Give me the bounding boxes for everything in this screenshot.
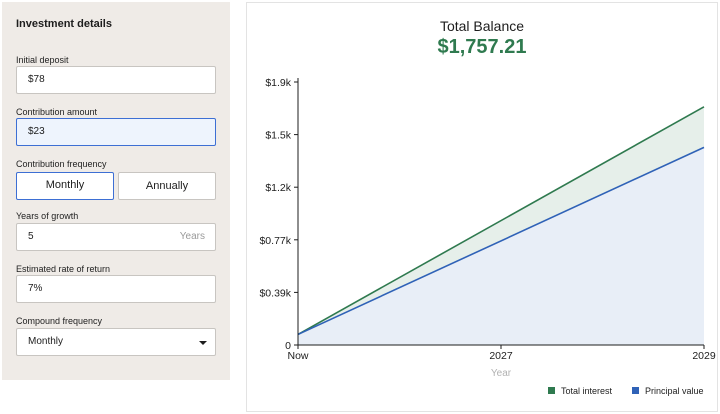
x-axis-label: Year [491, 368, 512, 379]
initial-deposit-value: $78 [28, 74, 45, 85]
x-tick-label: 2027 [489, 350, 513, 362]
x-tick-label: 2029 [692, 350, 716, 362]
initial-deposit-label: Initial deposit [16, 55, 69, 65]
rate-of-return-label: Estimated rate of return [16, 264, 111, 274]
years-of-growth-value: 5 [28, 231, 34, 242]
rate-of-return-input[interactable]: 7% [16, 275, 216, 303]
y-tick-label: $0.77k [259, 235, 291, 247]
total-interest-line [297, 106, 705, 336]
contribution-frequency-label: Contribution frequency [16, 159, 107, 169]
principal-value-line [297, 146, 705, 336]
frequency-annually-button[interactable]: Annually [118, 172, 216, 200]
compound-frequency-value: Monthly [28, 336, 64, 347]
legend-swatch [548, 387, 555, 394]
y-tick-label: $1.9k [265, 77, 291, 89]
contribution-amount-input[interactable]: $23 [16, 118, 216, 146]
total-balance-card: Total Balance $1,757.21 [246, 2, 718, 412]
legend-label: Principal value [645, 386, 704, 396]
panel-title: Investment details [16, 18, 112, 30]
frequency-monthly-button[interactable]: Monthly [16, 172, 114, 200]
compound-frequency-select[interactable]: Monthly [16, 328, 216, 356]
years-suffix: Years [179, 231, 205, 242]
chevron-down-icon [199, 341, 207, 345]
contribution-amount-value: $23 [28, 126, 45, 137]
total-balance-title: Total Balance [439, 18, 525, 34]
principal-area [298, 147, 704, 345]
total-balance-amount: $1,757.21 [437, 36, 527, 58]
initial-deposit-input[interactable]: $78 [16, 66, 216, 94]
rate-of-return-value: 7% [28, 283, 43, 294]
y-tick-label: 0 [285, 340, 291, 352]
contribution-amount-label: Contribution amount [16, 107, 98, 117]
x-tick-label: Now [287, 350, 308, 362]
legend-swatch [632, 387, 639, 394]
years-of-growth-label: Years of growth [16, 211, 79, 221]
years-of-growth-input[interactable]: 5 Years [16, 223, 216, 251]
compound-frequency-label: Compound frequency [16, 316, 103, 326]
investment-details-panel: Investment details Initial deposit $78 C… [2, 2, 230, 380]
y-tick-label: $1.5k [265, 130, 291, 142]
legend-label: Total interest [561, 386, 613, 396]
y-tick-label: $0.39k [259, 287, 291, 299]
y-tick-label: $1.2k [265, 182, 291, 194]
